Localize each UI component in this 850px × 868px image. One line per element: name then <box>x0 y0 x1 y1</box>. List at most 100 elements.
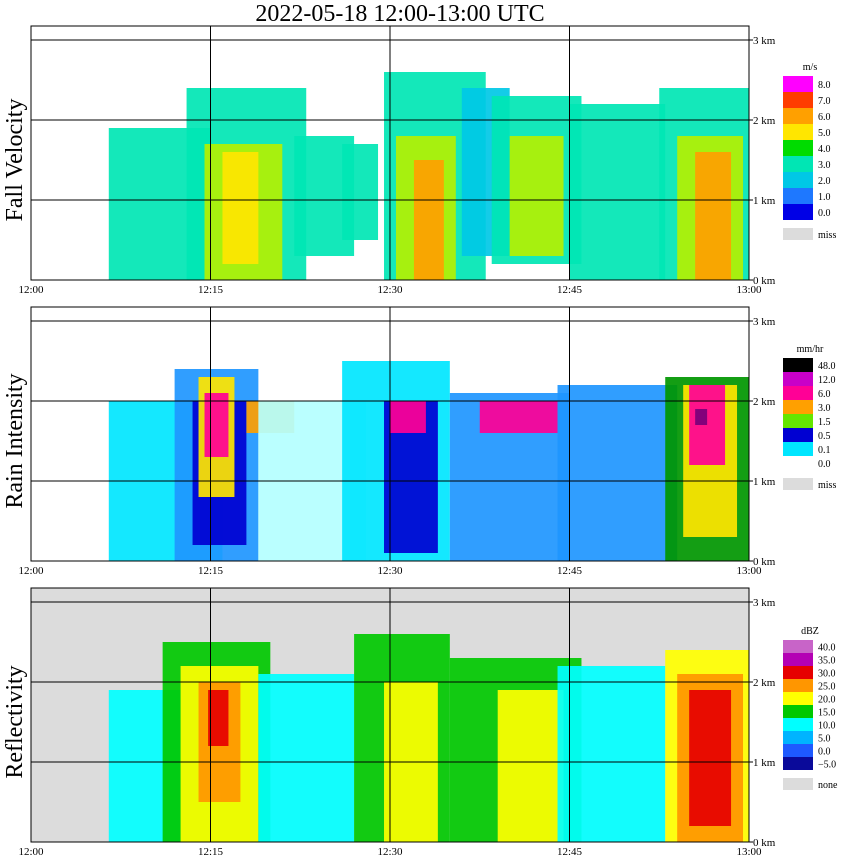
fall_velocity-legend-label: 7.0 <box>818 96 831 107</box>
fall_velocity-legend-missing-label: miss <box>818 230 836 241</box>
fall_velocity-cell-15 <box>695 152 732 280</box>
reflectivity-cell-9 <box>497 690 564 842</box>
rain_intensity-legend-label: 12.0 <box>818 375 836 386</box>
fall_velocity-xtick-label: 13:00 <box>736 284 762 296</box>
reflectivity-legend-label: 20.0 <box>818 695 836 706</box>
reflectivity-axis-label: Reflectivity <box>2 665 28 778</box>
reflectivity-legend-swatch <box>783 757 813 770</box>
reflectivity-cell-10 <box>557 666 666 842</box>
reflectivity-legend-unit: dBZ <box>801 626 819 637</box>
rain_intensity-legend-unit: mm/hr <box>797 344 824 355</box>
rain_intensity-ytick-label: 1 km <box>753 476 776 488</box>
reflectivity-cell-13 <box>689 690 732 826</box>
fall_velocity-legend-label: 3.0 <box>818 160 831 171</box>
rain_intensity-legend-label: 0.0 <box>818 459 831 470</box>
reflectivity-legend-swatch <box>783 705 813 718</box>
rain_intensity-xtick-label: 12:15 <box>198 565 224 577</box>
chart-title: 2022-05-18 12:00-13:00 UTC <box>255 1 545 27</box>
fall_velocity-xtick-label: 12:30 <box>377 284 403 296</box>
reflectivity-xtick-label: 12:15 <box>198 846 224 858</box>
reflectivity-legend-label: 0.0 <box>818 747 831 758</box>
reflectivity-legend-swatch <box>783 718 813 731</box>
rain_intensity-ytick-label: 0 km <box>753 556 776 568</box>
reflectivity-legend-label: 5.0 <box>818 734 831 745</box>
fall_velocity-ytick-label: 1 km <box>753 195 776 207</box>
rain_intensity-legend-swatch <box>783 386 813 400</box>
rain_intensity-legend-swatch <box>783 456 813 470</box>
reflectivity-legend-swatch <box>783 692 813 705</box>
reflectivity-xtick-label: 12:30 <box>377 846 403 858</box>
reflectivity-legend-swatch <box>783 731 813 744</box>
rain_intensity-xtick-label: 12:45 <box>557 565 583 577</box>
rain_intensity-legend-missing-label: miss <box>818 480 836 491</box>
reflectivity-legend-label: 30.0 <box>818 669 836 680</box>
fall_velocity-cell-12 <box>569 104 666 280</box>
rain_intensity-cell-11 <box>479 401 558 433</box>
fall_velocity-cell-5 <box>342 144 379 240</box>
fall_velocity-legend-swatch <box>783 140 813 156</box>
fall_velocity-legend-label: 4.0 <box>818 144 831 155</box>
reflectivity-cell-5 <box>258 674 355 842</box>
fall_velocity-legend-label: 1.0 <box>818 192 831 203</box>
rain_intensity-cell-9 <box>390 401 426 433</box>
rain_intensity-xtick-label: 13:00 <box>736 565 762 577</box>
rain_intensity-legend-label: 0.1 <box>818 445 831 456</box>
reflectivity-legend-label: −5.0 <box>818 760 836 771</box>
rain_intensity-legend-swatch <box>783 358 813 372</box>
reflectivity-legend-swatch <box>783 679 813 692</box>
reflectivity-legend-missing-label: none <box>818 780 838 791</box>
fall_velocity-cell-3 <box>222 152 259 264</box>
fall_velocity-legend-label: 8.0 <box>818 80 831 91</box>
fall_velocity-legend-label: 6.0 <box>818 112 831 123</box>
fall_velocity-legend-unit: m/s <box>803 62 818 73</box>
reflectivity-cell-4 <box>208 690 229 746</box>
rain_intensity-ytick-label: 2 km <box>753 396 776 408</box>
fall_velocity-xtick-label: 12:45 <box>557 284 583 296</box>
rain_intensity-ytick-label: 3 km <box>753 316 776 328</box>
fall_velocity-legend-label: 2.0 <box>818 176 831 187</box>
fall_velocity-legend-swatch <box>783 188 813 204</box>
rain_intensity-legend-swatch <box>783 414 813 428</box>
fall_velocity-legend-swatch <box>783 172 813 188</box>
fall_velocity-xtick-label: 12:00 <box>18 284 44 296</box>
fall_velocity-legend-swatch <box>783 92 813 108</box>
rain_intensity-legend-swatch <box>783 372 813 386</box>
reflectivity-legend-label: 40.0 <box>818 643 836 654</box>
rain_intensity-xtick-label: 12:00 <box>18 565 44 577</box>
reflectivity-legend-label: 25.0 <box>818 682 836 693</box>
rain_intensity-cell-4 <box>204 393 229 457</box>
reflectivity-legend-label: 10.0 <box>818 721 836 732</box>
fall_velocity-ytick-label: 2 km <box>753 115 776 127</box>
rain_intensity-legend-swatch <box>783 400 813 414</box>
fall_velocity-legend-label: 5.0 <box>818 128 831 139</box>
fall_velocity-cell-11 <box>509 136 564 256</box>
fall_velocity-cell-8 <box>413 160 444 280</box>
reflectivity-xtick-label: 12:45 <box>557 846 583 858</box>
reflectivity-legend-swatch <box>783 640 813 653</box>
reflectivity-legend-label: 15.0 <box>818 708 836 719</box>
rain_intensity-cell-12 <box>557 385 678 561</box>
reflectivity-legend-swatch <box>783 666 813 679</box>
rain_intensity-legend-label: 6.0 <box>818 389 831 400</box>
rain_intensity-axis-label: Rain Intensity <box>2 373 28 508</box>
reflectivity-legend-missing-swatch <box>783 778 813 790</box>
reflectivity-legend-swatch <box>783 744 813 757</box>
fall_velocity-legend-swatch <box>783 76 813 92</box>
rain_intensity-legend-swatch <box>783 428 813 442</box>
reflectivity-ytick-label: 3 km <box>753 597 776 609</box>
rain_intensity-xtick-label: 12:30 <box>377 565 403 577</box>
rain_intensity-legend-label: 48.0 <box>818 361 836 372</box>
reflectivity-xtick-label: 13:00 <box>736 846 762 858</box>
fall_velocity-legend-missing-swatch <box>783 228 813 240</box>
reflectivity-ytick-label: 2 km <box>753 677 776 689</box>
rain_intensity-legend-label: 1.5 <box>818 417 831 428</box>
fall_velocity-axis-label: Fall Velocity <box>2 99 28 222</box>
fall_velocity-legend-swatch <box>783 204 813 220</box>
rain_intensity-legend-swatch <box>783 442 813 456</box>
rain_intensity-cell-16 <box>695 409 708 425</box>
fall_velocity-ytick-label: 3 km <box>753 35 776 47</box>
fall_velocity-legend-label: 0.0 <box>818 208 831 219</box>
reflectivity-legend-label: 35.0 <box>818 656 836 667</box>
fall_velocity-ytick-label: 0 km <box>753 275 776 287</box>
rain_intensity-legend-missing-swatch <box>783 478 813 490</box>
